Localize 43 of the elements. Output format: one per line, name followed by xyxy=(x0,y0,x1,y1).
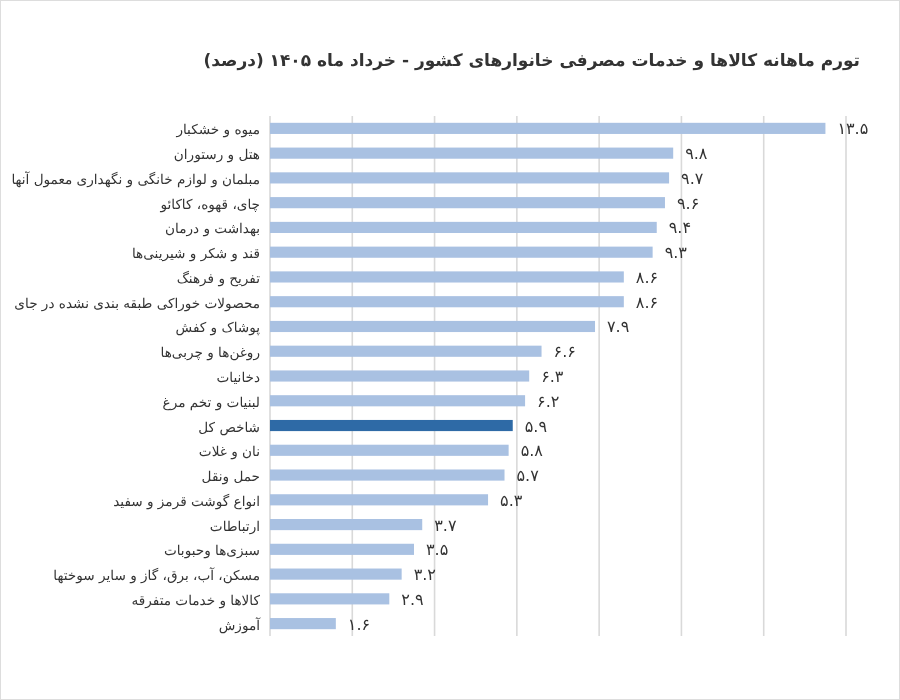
data-label: ۳.۵ xyxy=(426,541,449,560)
bar xyxy=(270,370,530,382)
bar xyxy=(270,543,414,555)
data-label: ۲.۹ xyxy=(401,590,424,609)
data-label: ۱۳.۵ xyxy=(837,120,869,139)
bar xyxy=(270,395,526,407)
bar xyxy=(270,271,624,283)
bar xyxy=(270,419,513,432)
bar xyxy=(270,197,665,209)
data-label: ۹.۸ xyxy=(685,145,709,164)
bar xyxy=(270,345,542,357)
bar xyxy=(270,494,489,506)
bar xyxy=(270,122,826,134)
data-label: ۹.۴ xyxy=(668,219,692,238)
data-label: ۸.۶ xyxy=(635,293,659,312)
chart-title: تورم ماهانه کالاها و خدمات مصرفی خانوارهای کشور - خرداد ماه ۱۴۰۵ (درصد) xyxy=(203,52,860,72)
data-label: ۹.۳ xyxy=(664,244,689,263)
bar xyxy=(270,444,509,456)
bar xyxy=(270,320,596,333)
bar xyxy=(270,519,423,531)
data-label: ۵.۸ xyxy=(520,442,545,461)
bar xyxy=(270,469,505,481)
bar xyxy=(270,221,657,233)
data-label: ۵.۹ xyxy=(524,417,548,436)
data-label: ۵.۳ xyxy=(500,491,524,510)
data-label: ۶.۶ xyxy=(553,343,576,362)
data-label: ۱.۶ xyxy=(347,615,371,634)
data-label: ۹.۷ xyxy=(681,169,705,188)
data-label: ۹.۶ xyxy=(676,194,700,213)
data-label: ۳.۷ xyxy=(434,516,458,535)
data-label: ۳.۲ xyxy=(413,566,436,585)
data-label: ۸.۶ xyxy=(635,268,659,287)
bar xyxy=(270,568,402,580)
bar xyxy=(270,618,336,630)
data-label: ۷.۹ xyxy=(607,318,630,337)
bar xyxy=(270,147,674,159)
data-label: ۶.۳ xyxy=(541,368,565,386)
bar xyxy=(270,172,670,184)
data-label: ۵.۷ xyxy=(516,467,541,486)
bar xyxy=(270,246,653,258)
bar xyxy=(270,593,390,605)
bar xyxy=(270,296,624,308)
data-label: ۶.۲ xyxy=(537,392,560,411)
